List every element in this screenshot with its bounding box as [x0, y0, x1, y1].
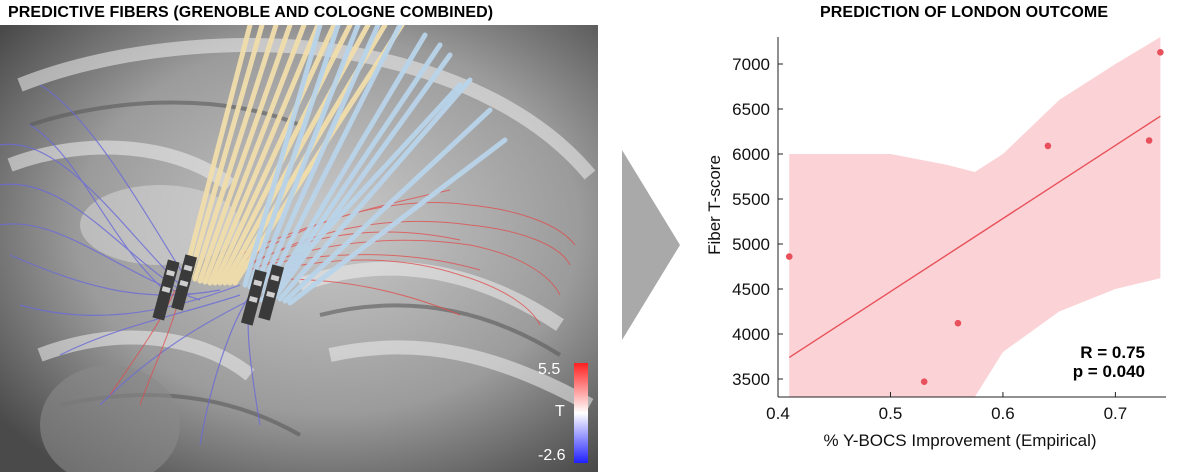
- r-value-annotation: R = 0.75: [1080, 343, 1145, 362]
- data-point-6: [1157, 49, 1164, 56]
- x-tick-label-2: 0.5: [879, 404, 903, 423]
- regression-line: [788, 115, 1161, 358]
- brain-gyri: [7, 38, 596, 412]
- p-value-annotation: p = 0.040: [1073, 362, 1145, 381]
- y-tick-label-3: 4500: [732, 280, 770, 299]
- y-tick-label-1: 3500: [732, 370, 770, 389]
- blue-fibers: [0, 84, 261, 446]
- scatter-chart: 3500 4000 4500 5000 5500 6000 6500 7000 0.4 0.5 0.…: [705, 37, 1166, 450]
- colorbar-mid-label: T: [555, 403, 565, 420]
- confidence-band: [789, 37, 1161, 397]
- y-axis-label: Fiber T-score: [705, 155, 724, 255]
- y-tick-label-4: 5000: [732, 235, 770, 254]
- electrode-contacts: [161, 264, 280, 303]
- y-tick-label-6: 6000: [732, 145, 770, 164]
- colorbar-max-label: 5.5: [538, 361, 561, 378]
- colorbar: [574, 363, 588, 463]
- data-point-2: [920, 378, 928, 386]
- x-tick-label-1: 0.4: [766, 404, 790, 423]
- data-point-1: [785, 253, 793, 260]
- colorbar-min-label: -2.6: [538, 447, 566, 464]
- yellow-fibers: [182, 25, 405, 286]
- arrow-right-icon: [622, 150, 680, 340]
- data-point-4: [1044, 142, 1052, 150]
- data-point-5: [1145, 137, 1153, 144]
- chart-title: PREDICTION OF LONDON OUTCOME: [820, 4, 1109, 21]
- x-tick-label-3: 0.6: [991, 404, 1015, 423]
- data-point-3: [954, 319, 962, 327]
- y-tick-label-7: 6500: [732, 100, 770, 119]
- y-tick-label-5: 5500: [732, 190, 770, 209]
- x-axis-label: % Y-BOCS Improvement (Empirical): [823, 431, 1096, 450]
- y-tick-label-8: 7000: [732, 55, 770, 74]
- brain-panel-title: PREDICTIVE FIBERS (GRENOBLE AND COLOGNE …: [8, 4, 494, 21]
- x-tick-label-4: 0.7: [1104, 404, 1128, 423]
- brain-fiber-image: [0, 25, 598, 472]
- y-tick-label-2: 4000: [732, 325, 770, 344]
